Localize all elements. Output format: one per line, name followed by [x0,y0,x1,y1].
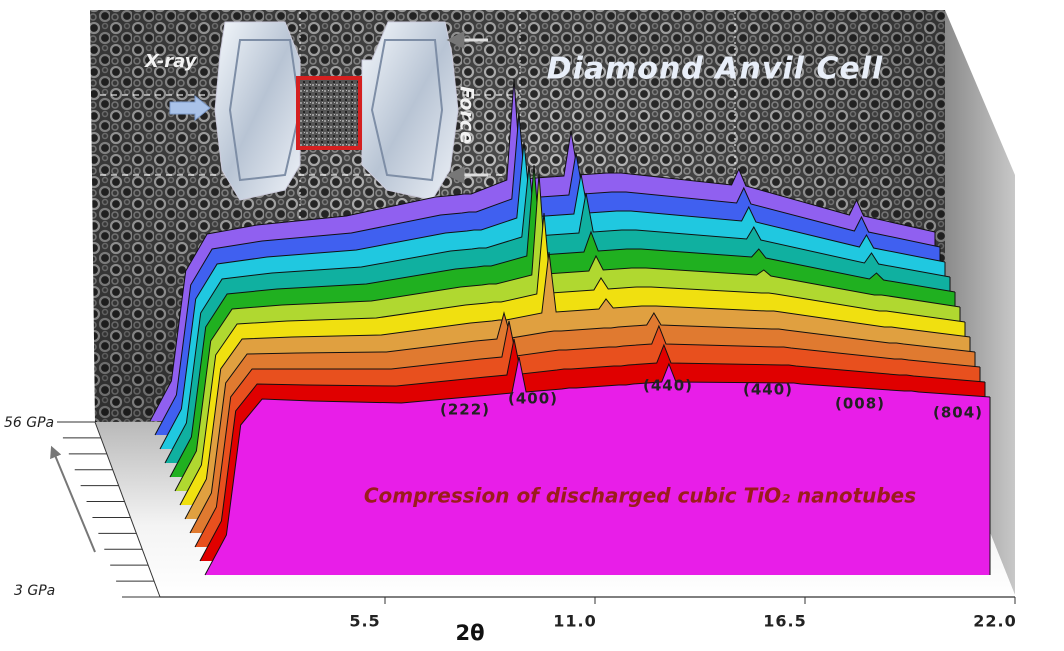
inset-label: Force [456,86,478,144]
peak-label: (440) [743,381,793,399]
page: {"chart_data": { "type": "waterfall", "t… [0,0,1064,647]
peak-label: (400) [508,390,558,408]
sample-chamber [298,78,360,148]
peak-label: (804) [933,404,983,422]
x-tick-label: 16.5 [763,612,806,631]
x-axis-title: 2θ [455,621,484,645]
x-tick-label: 5.5 [349,612,380,631]
z-label: 56 GPa [4,415,54,431]
chart-title: Diamond Anvil Cell [547,52,884,87]
peak-label: (440) [643,377,693,395]
x-tick-label: 11.0 [553,612,596,631]
diamond-right [362,22,458,200]
peak-label: (008) [835,395,885,413]
diamond-left [215,22,300,200]
z-arrow [52,448,95,552]
caption: Compression of discharged cubic TiO₂ nan… [364,484,916,508]
x-tick-label: 22.0 [973,612,1016,631]
inset-label: X-ray [144,51,198,72]
peak-label: (222) [440,401,490,419]
z-label: 3 GPa [14,583,55,599]
chart: X-ray Force Diamond Anvil Cell 56 GPa 3 … [0,0,1064,647]
